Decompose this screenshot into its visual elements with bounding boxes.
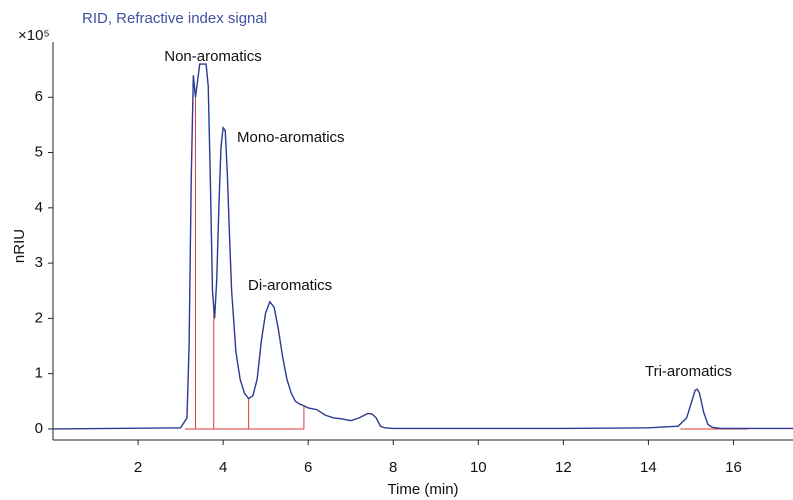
y-tick-label: 1 — [35, 365, 43, 382]
y-axis-label: nRIU — [11, 229, 28, 263]
y-tick-label: 2 — [35, 309, 43, 326]
x-tick-label: 14 — [640, 459, 657, 476]
y-tick-label: 4 — [35, 199, 43, 216]
y-multiplier: ×10⁵ — [18, 27, 50, 44]
x-axis-label: Time (min) — [387, 481, 458, 498]
peak-label: Tri-aromatics — [645, 363, 732, 380]
y-tick-label: 6 — [35, 88, 43, 105]
x-tick-label: 12 — [555, 459, 572, 476]
x-tick-label: 10 — [470, 459, 487, 476]
y-tick-label: 0 — [35, 420, 43, 437]
x-tick-label: 6 — [304, 459, 312, 476]
y-tick-label: 3 — [35, 254, 43, 271]
peak-label: Non-aromatics — [164, 48, 262, 65]
peak-label: Di-aromatics — [248, 277, 332, 294]
y-tick-label: 5 — [35, 144, 43, 161]
x-tick-label: 4 — [219, 459, 227, 476]
signal-line — [52, 63, 793, 430]
x-tick-label: 8 — [389, 459, 397, 476]
peak-label: Mono-aromatics — [237, 129, 345, 146]
x-tick-label: 2 — [134, 459, 142, 476]
x-tick-label: 16 — [725, 459, 742, 476]
chart-title: RID, Refractive index signal — [82, 10, 267, 27]
